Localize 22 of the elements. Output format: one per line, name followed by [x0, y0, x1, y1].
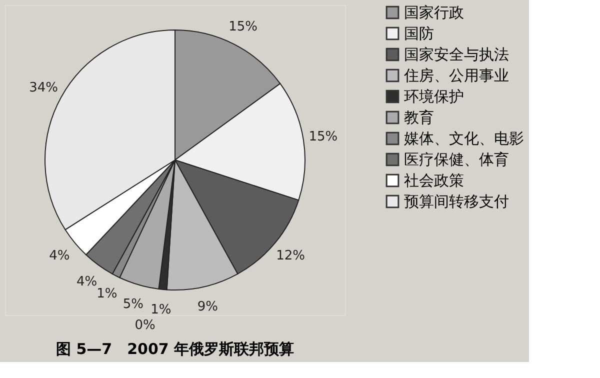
- data-label: 15%: [308, 130, 338, 145]
- data-label: 1%: [96, 286, 118, 302]
- legend-label: 医疗保健、体育: [404, 150, 509, 168]
- data-label: 4%: [49, 248, 70, 264]
- text: 0%: [134, 318, 156, 333]
- data-label: 12%: [276, 248, 306, 264]
- legend-label: 教育: [404, 108, 434, 126]
- data-label: 4%: [76, 274, 98, 290]
- legend-label: 国防: [404, 24, 434, 42]
- data-label: 5%: [122, 297, 144, 312]
- legend-label: 社会政策: [404, 172, 464, 190]
- data-label: 34%: [29, 80, 58, 96]
- legend-label: 预算间转移支付: [404, 192, 509, 210]
- legend-label: 住房、公用事业: [403, 66, 509, 84]
- text: 图 5—7 2007 年俄罗斯联邦预算: [56, 340, 294, 358]
- legend-label: 国家行政: [404, 4, 464, 22]
- data-label: 9%: [197, 299, 218, 314]
- legend-label: 环境保护: [404, 88, 464, 106]
- legend-label: 媒体、文化、电影: [404, 130, 524, 148]
- legend-label: 国家安全与执法: [404, 46, 509, 64]
- data-label: 15%: [228, 19, 258, 34]
- data-label: 1%: [150, 302, 172, 318]
